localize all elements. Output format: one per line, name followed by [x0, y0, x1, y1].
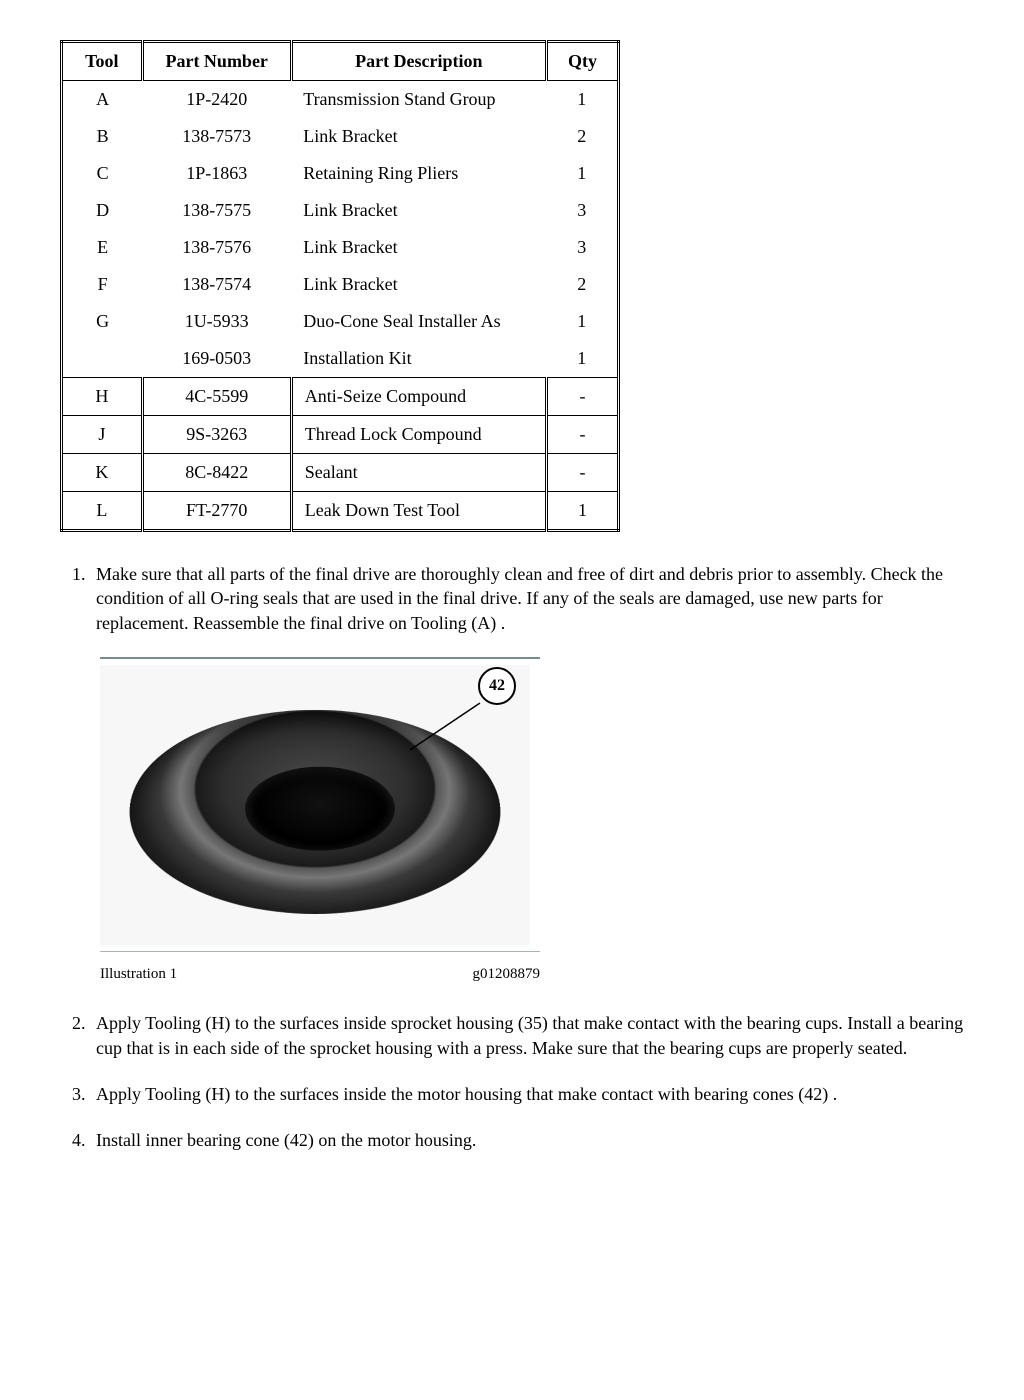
cell-tool: F — [62, 266, 143, 303]
table-row: 169-0503Installation Kit1 — [62, 340, 619, 378]
cell-desc: Link Bracket — [291, 118, 546, 155]
th-part: Part Number — [142, 42, 291, 81]
procedure-list: Make sure that all parts of the final dr… — [60, 562, 964, 635]
cell-desc: Transmission Stand Group — [291, 81, 546, 119]
cell-part: FT-2770 — [142, 492, 291, 531]
cell-part: 1P-2420 — [142, 81, 291, 119]
cell-qty: - — [546, 378, 618, 416]
table-header-row: Tool Part Number Part Description Qty — [62, 42, 619, 81]
cell-part: 1P-1863 — [142, 155, 291, 192]
cell-qty: 1 — [546, 155, 618, 192]
cell-tool: E — [62, 229, 143, 266]
cell-desc: Link Bracket — [291, 192, 546, 229]
callout-balloon-42: 42 — [478, 667, 516, 705]
cell-qty: 1 — [546, 340, 618, 378]
table-row: G1U-5933Duo-Cone Seal Installer As1 — [62, 303, 619, 340]
procedure-list-cont: Apply Tooling (H) to the surfaces inside… — [60, 1011, 964, 1152]
table-row: H4C-5599Anti-Seize Compound- — [62, 378, 619, 416]
cell-qty: 1 — [546, 81, 618, 119]
cell-qty: 2 — [546, 118, 618, 155]
cell-desc: Installation Kit — [291, 340, 546, 378]
cell-desc: Duo-Cone Seal Installer As — [291, 303, 546, 340]
cell-qty: 3 — [546, 229, 618, 266]
cell-part: 138-7574 — [142, 266, 291, 303]
th-desc: Part Description — [291, 42, 546, 81]
cell-desc: Anti-Seize Compound — [291, 378, 546, 416]
table-row: J9S-3263Thread Lock Compound- — [62, 416, 619, 454]
cell-desc: Thread Lock Compound — [291, 416, 546, 454]
table-row: K8C-8422Sealant- — [62, 454, 619, 492]
cell-part: 138-7573 — [142, 118, 291, 155]
table-row: E138-7576Link Bracket3 — [62, 229, 619, 266]
cell-tool: G — [62, 303, 143, 340]
step-4: Install inner bearing cone (42) on the m… — [90, 1128, 964, 1152]
th-qty: Qty — [546, 42, 618, 81]
illustration-caption: Illustration 1 g01208879 — [100, 966, 540, 983]
cell-tool: A — [62, 81, 143, 119]
cell-tool: K — [62, 454, 143, 492]
cell-part: 169-0503 — [142, 340, 291, 378]
cell-qty: - — [546, 454, 618, 492]
table-row: F138-7574Link Bracket2 — [62, 266, 619, 303]
cell-tool: D — [62, 192, 143, 229]
callout-leader — [410, 695, 490, 755]
cell-desc: Sealant — [291, 454, 546, 492]
illustration-bottom-rule — [100, 951, 540, 953]
cell-tool: L — [62, 492, 143, 531]
cell-desc: Leak Down Test Tool — [291, 492, 546, 531]
illustration-id: g01208879 — [473, 966, 541, 983]
cell-desc: Retaining Ring Pliers — [291, 155, 546, 192]
step-3: Apply Tooling (H) to the surfaces inside… — [90, 1082, 964, 1106]
table-row: LFT-2770Leak Down Test Tool1 — [62, 492, 619, 531]
cell-part: 1U-5933 — [142, 303, 291, 340]
illustration-label: Illustration 1 — [100, 966, 177, 983]
illustration-figure: 42 — [100, 665, 530, 945]
cell-desc: Link Bracket — [291, 229, 546, 266]
cell-tool: C — [62, 155, 143, 192]
illustration-block: 42 Illustration 1 g01208879 — [100, 657, 540, 984]
cell-qty: - — [546, 416, 618, 454]
step-1: Make sure that all parts of the final dr… — [90, 562, 964, 635]
illustration-top-rule — [100, 657, 540, 659]
cell-tool: H — [62, 378, 143, 416]
table-row: D138-7575Link Bracket3 — [62, 192, 619, 229]
cell-part: 4C-5599 — [142, 378, 291, 416]
tools-table: Tool Part Number Part Description Qty A1… — [60, 40, 620, 532]
cell-part: 138-7576 — [142, 229, 291, 266]
cell-tool: B — [62, 118, 143, 155]
cell-part: 138-7575 — [142, 192, 291, 229]
cell-tool — [62, 340, 143, 378]
cell-part: 8C-8422 — [142, 454, 291, 492]
cell-part: 9S-3263 — [142, 416, 291, 454]
th-tool: Tool — [62, 42, 143, 81]
cell-qty: 3 — [546, 192, 618, 229]
step-2: Apply Tooling (H) to the surfaces inside… — [90, 1011, 964, 1060]
cell-desc: Link Bracket — [291, 266, 546, 303]
table-row: A1P-2420Transmission Stand Group1 — [62, 81, 619, 119]
cell-tool: J — [62, 416, 143, 454]
table-row: C1P-1863Retaining Ring Pliers1 — [62, 155, 619, 192]
table-row: B138-7573Link Bracket2 — [62, 118, 619, 155]
callout-number: 42 — [489, 677, 505, 695]
cell-qty: 2 — [546, 266, 618, 303]
cell-qty: 1 — [546, 492, 618, 531]
cell-qty: 1 — [546, 303, 618, 340]
